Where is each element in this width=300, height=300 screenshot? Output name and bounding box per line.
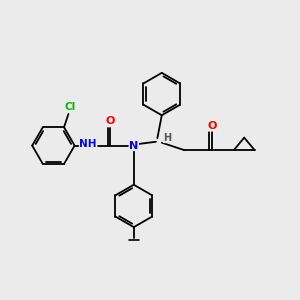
Text: Cl: Cl [64, 103, 76, 112]
Text: O: O [106, 116, 115, 126]
Text: NH: NH [80, 140, 97, 149]
Text: H: H [163, 133, 171, 142]
Text: N: N [129, 141, 138, 151]
Text: O: O [207, 121, 217, 131]
